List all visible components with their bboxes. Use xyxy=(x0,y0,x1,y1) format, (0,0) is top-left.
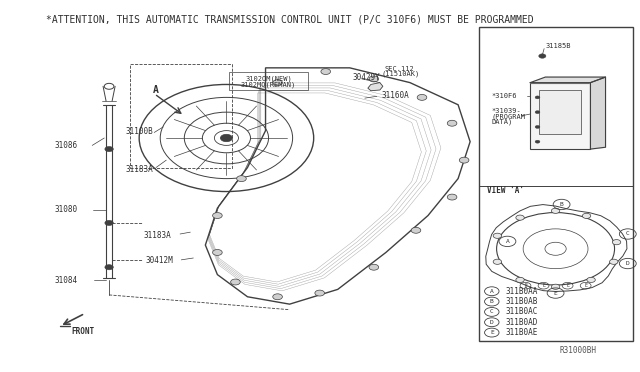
Circle shape xyxy=(552,284,560,289)
Circle shape xyxy=(212,212,222,218)
Text: (PROGRAM: (PROGRAM xyxy=(492,113,526,120)
Text: 31183A: 31183A xyxy=(126,165,154,174)
Circle shape xyxy=(321,68,330,74)
Text: *310F6: *310F6 xyxy=(492,93,517,99)
Circle shape xyxy=(587,277,595,282)
Circle shape xyxy=(369,76,379,82)
Circle shape xyxy=(105,147,113,152)
Circle shape xyxy=(552,208,560,214)
Circle shape xyxy=(447,194,457,200)
Text: 311B0AA: 311B0AA xyxy=(505,287,538,296)
Circle shape xyxy=(230,279,240,285)
Text: B: B xyxy=(560,202,563,207)
Circle shape xyxy=(273,80,282,86)
Text: A: A xyxy=(506,239,509,244)
Text: 3102MQ(REMAN): 3102MQ(REMAN) xyxy=(241,82,296,89)
Circle shape xyxy=(539,54,546,58)
Text: 31100B: 31100B xyxy=(126,127,154,136)
Circle shape xyxy=(212,250,222,256)
Circle shape xyxy=(411,227,420,233)
Circle shape xyxy=(609,259,618,264)
Text: VIEW 'A': VIEW 'A' xyxy=(487,186,524,195)
Circle shape xyxy=(535,96,540,99)
Circle shape xyxy=(535,111,540,113)
Text: 31080: 31080 xyxy=(55,205,78,215)
Text: 311B0AB: 311B0AB xyxy=(505,297,538,306)
Text: 30412M: 30412M xyxy=(145,256,173,265)
Text: 30429Y: 30429Y xyxy=(353,73,381,81)
Text: E: E xyxy=(554,291,557,296)
Text: C: C xyxy=(626,231,630,237)
Text: FRONT: FRONT xyxy=(72,327,95,336)
Text: DATA): DATA) xyxy=(492,119,513,125)
Circle shape xyxy=(315,290,324,296)
Circle shape xyxy=(417,94,427,100)
Circle shape xyxy=(535,125,540,128)
Text: 31183A: 31183A xyxy=(144,231,172,240)
Text: 311B0AD: 311B0AD xyxy=(505,318,538,327)
Circle shape xyxy=(273,294,282,300)
Text: D: D xyxy=(490,320,493,325)
Circle shape xyxy=(105,220,113,225)
Circle shape xyxy=(220,134,232,142)
Bar xyxy=(540,90,582,134)
Circle shape xyxy=(493,259,502,264)
Text: 311B0AE: 311B0AE xyxy=(505,328,538,337)
Circle shape xyxy=(369,264,379,270)
Bar xyxy=(531,83,591,149)
Text: 31084: 31084 xyxy=(55,276,78,285)
Text: D: D xyxy=(626,261,630,266)
Circle shape xyxy=(447,120,457,126)
Circle shape xyxy=(535,140,540,143)
Text: (11510AK): (11510AK) xyxy=(381,70,419,77)
Text: E: E xyxy=(566,283,569,288)
Text: E: E xyxy=(584,283,587,288)
Text: A: A xyxy=(152,85,158,95)
Circle shape xyxy=(516,215,524,220)
Text: 31160A: 31160A xyxy=(381,91,409,100)
Text: E: E xyxy=(524,283,527,288)
Circle shape xyxy=(612,240,621,245)
Text: B: B xyxy=(490,299,493,304)
Text: 31185B: 31185B xyxy=(545,44,571,49)
Circle shape xyxy=(516,277,524,282)
Circle shape xyxy=(237,176,246,182)
Text: R31000BH: R31000BH xyxy=(560,346,597,355)
Text: C: C xyxy=(490,310,493,314)
Polygon shape xyxy=(591,77,605,149)
Text: A: A xyxy=(490,289,493,294)
Polygon shape xyxy=(368,83,383,91)
Circle shape xyxy=(105,264,113,270)
Circle shape xyxy=(493,233,502,238)
Text: E: E xyxy=(490,330,493,335)
Text: E: E xyxy=(542,283,545,288)
Text: *31039-: *31039- xyxy=(492,108,522,114)
Polygon shape xyxy=(531,77,605,83)
Text: 3102OM(NEW): 3102OM(NEW) xyxy=(245,76,292,82)
Text: 311B0AC: 311B0AC xyxy=(505,307,538,317)
Text: SEC.112: SEC.112 xyxy=(384,65,414,71)
Circle shape xyxy=(582,213,591,218)
Circle shape xyxy=(460,157,469,163)
Text: *ATTENTION, THIS AUTOMATIC TRANSMISSION CONTROL UNIT (P/C 310F6) MUST BE PROGRAM: *ATTENTION, THIS AUTOMATIC TRANSMISSION … xyxy=(46,14,533,24)
Text: 31086: 31086 xyxy=(55,141,78,150)
